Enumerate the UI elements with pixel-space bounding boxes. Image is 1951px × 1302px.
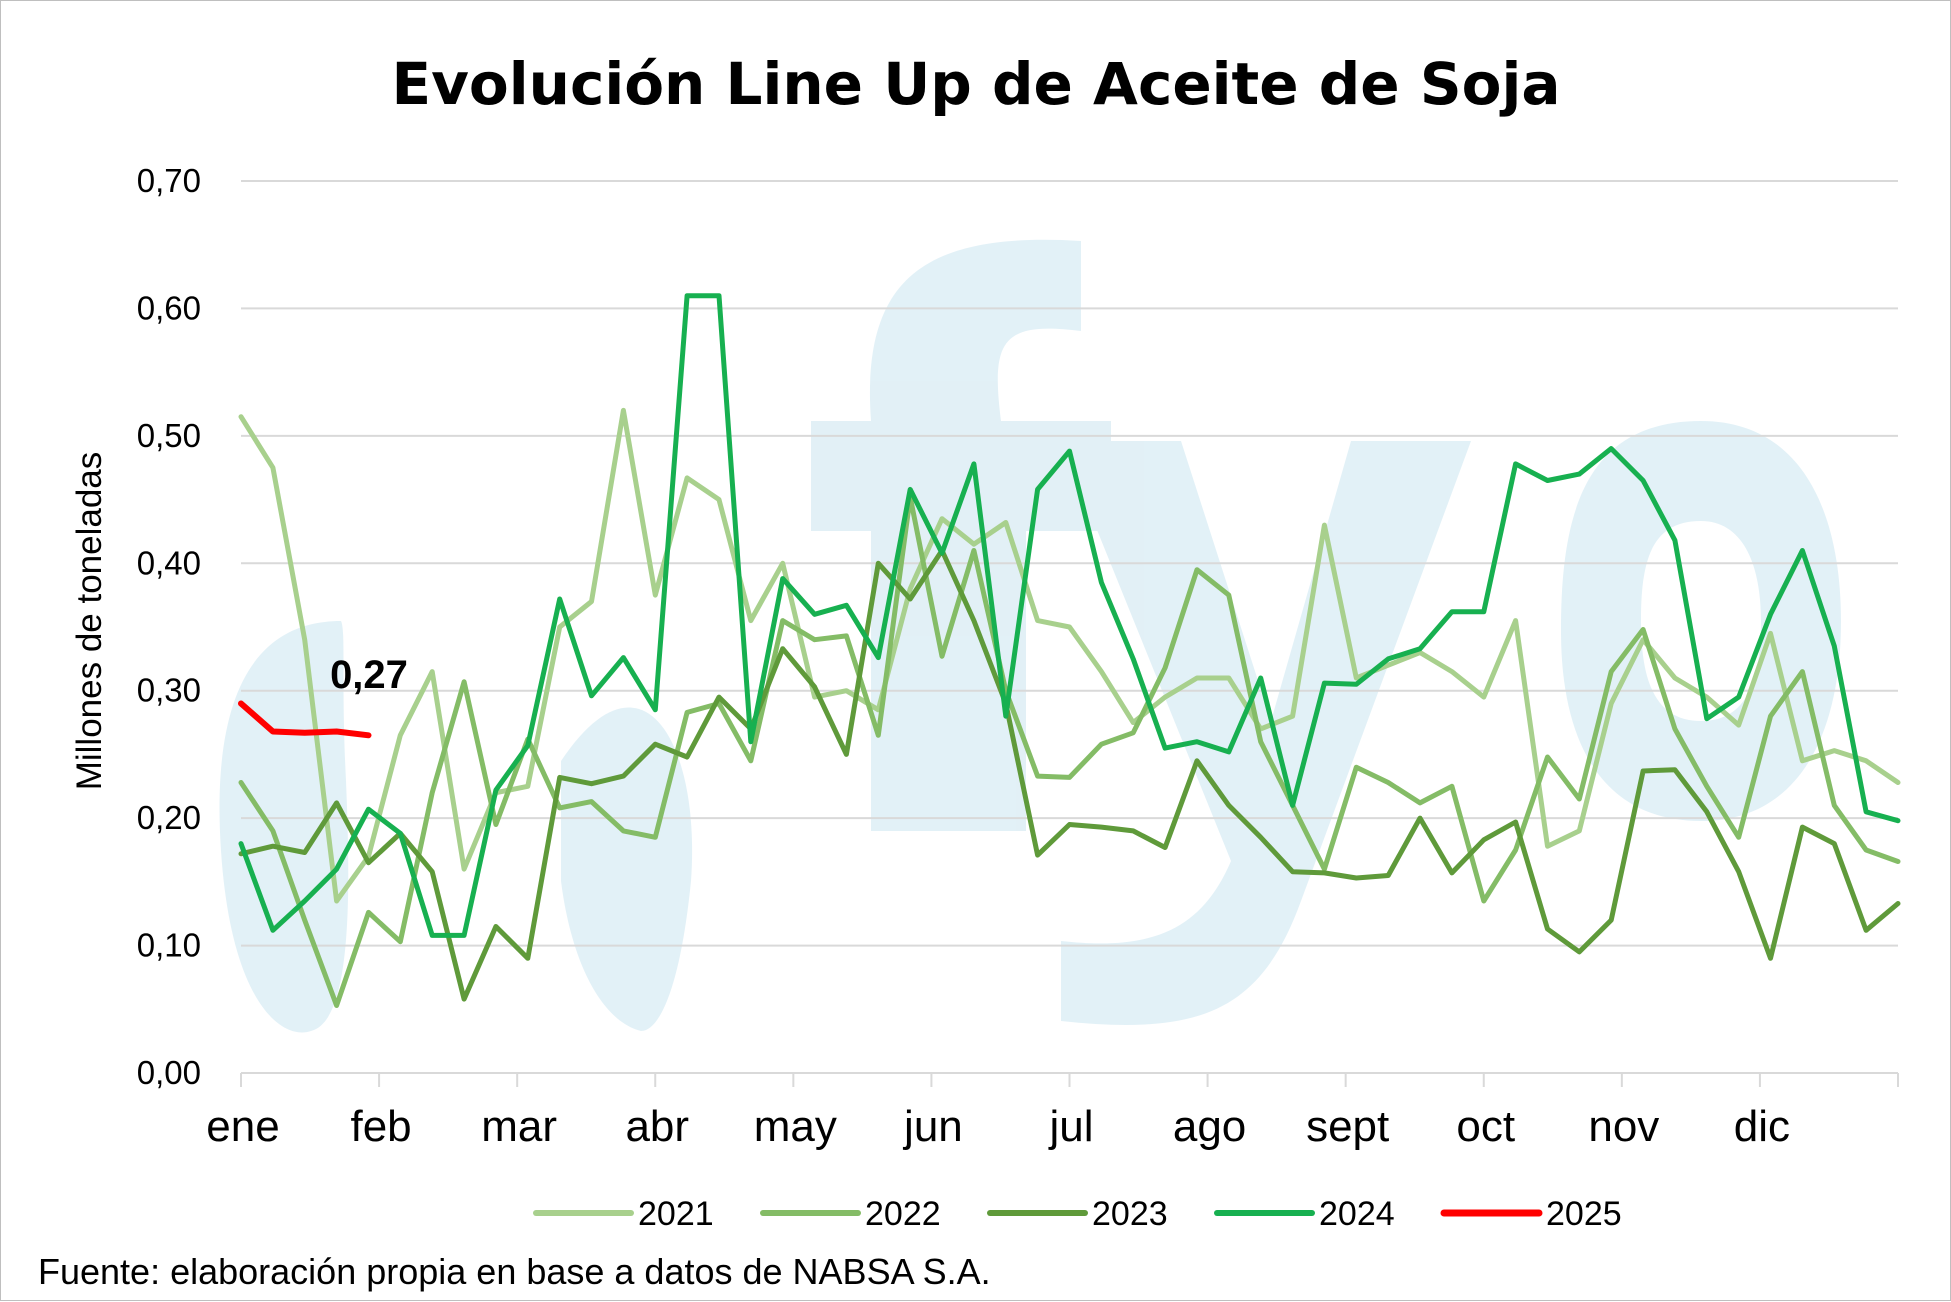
y-axis-ticks: 0,00 0,10 0,20 0,30 0,40 0,50 0,60 0,70 (137, 162, 201, 1091)
legend-label-2022: 2022 (865, 1195, 941, 1233)
legend-label-2025: 2025 (1546, 1195, 1622, 1233)
x-tick-label: oct (1456, 1102, 1515, 1151)
legend: 2021 2022 2023 2024 2025 (533, 1195, 1622, 1233)
x-tick-label: ene (206, 1102, 279, 1151)
x-tick-label: abr (625, 1102, 689, 1151)
legend-label-2024: 2024 (1319, 1195, 1395, 1233)
x-tick-label: may (754, 1102, 837, 1151)
series-line-2021 (238, 407, 1901, 904)
y-tick-label: 0,10 (137, 927, 201, 964)
y-tick-label: 0,00 (137, 1054, 201, 1091)
series-lines (238, 293, 1901, 1008)
x-tick-label: feb (350, 1102, 411, 1151)
x-tick-label: mar (481, 1102, 557, 1151)
source-note: Fuente: elaboración propia en base a dat… (38, 1251, 991, 1292)
series-line-2022 (238, 494, 1901, 1008)
legend-label-2023: 2023 (1092, 1195, 1168, 1233)
legend-label-2021: 2021 (638, 1195, 714, 1233)
annotation-2025-value: 0,27 (330, 653, 408, 697)
x-tick-label: jul (1047, 1102, 1093, 1151)
series-line-2024 (238, 293, 1901, 938)
x-axis-ticks: ene feb mar abr may jun jul ago sept oct nov dic (206, 1073, 1899, 1151)
chart-title: Evolución Line Up de Aceite de Soja (392, 50, 1561, 118)
x-tick-label: dic (1734, 1102, 1790, 1151)
y-tick-label: 0,70 (137, 162, 201, 199)
y-tick-label: 0,20 (137, 799, 201, 836)
x-tick-label: ago (1173, 1102, 1246, 1151)
x-tick-label: jun (902, 1102, 963, 1151)
series-line-2025 (238, 700, 372, 739)
y-axis-label: Millones de toneladas (70, 452, 109, 791)
x-tick-label: nov (1588, 1102, 1659, 1151)
series-line-2023 (238, 548, 1901, 1002)
y-tick-label: 0,40 (137, 544, 201, 581)
y-tick-label: 0,60 (137, 289, 201, 326)
fyo-watermark-logo (219, 239, 1841, 1033)
x-tick-label: sept (1306, 1102, 1389, 1151)
y-tick-label: 0,30 (137, 672, 201, 709)
y-tick-label: 0,50 (137, 417, 201, 454)
